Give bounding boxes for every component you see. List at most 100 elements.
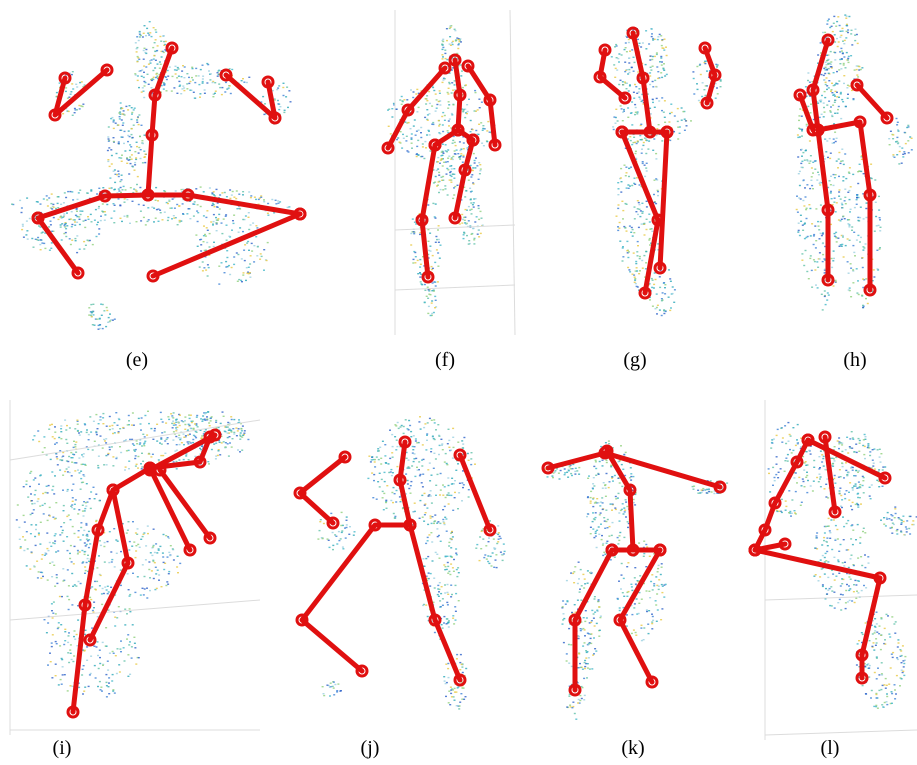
point: [86, 646, 88, 647]
point: [424, 284, 426, 285]
point: [50, 661, 52, 662]
point: [82, 693, 84, 694]
point: [447, 158, 449, 159]
point: [62, 674, 64, 675]
point: [250, 197, 252, 198]
point: [444, 78, 446, 79]
point: [115, 412, 117, 413]
point: [656, 128, 658, 129]
point: [384, 444, 386, 445]
point: [75, 441, 77, 442]
point: [438, 242, 440, 243]
point: [642, 145, 644, 146]
point: [434, 514, 436, 515]
point: [856, 204, 858, 205]
point: [823, 79, 825, 80]
point: [191, 421, 193, 422]
point: [428, 494, 430, 495]
point: [596, 498, 598, 499]
point: [422, 517, 424, 518]
point: [442, 495, 444, 496]
point: [605, 488, 607, 489]
point: [431, 502, 433, 503]
point: [100, 304, 102, 305]
point: [319, 521, 321, 522]
point: [241, 281, 243, 282]
point: [600, 524, 602, 525]
point: [82, 510, 84, 511]
point: [451, 531, 453, 532]
point: [206, 242, 208, 243]
point: [487, 121, 489, 122]
point: [225, 266, 227, 267]
point: [120, 551, 122, 552]
point: [118, 141, 120, 142]
point: [114, 692, 116, 693]
point: [623, 454, 625, 455]
point: [798, 115, 800, 116]
point: [645, 167, 647, 168]
point: [68, 111, 70, 112]
point: [67, 461, 69, 462]
point: [228, 455, 230, 456]
point: [118, 157, 120, 158]
point: [69, 649, 71, 650]
point: [51, 603, 53, 604]
point: [820, 100, 822, 101]
point: [850, 263, 852, 264]
point: [497, 525, 499, 526]
point: [58, 684, 60, 685]
point: [430, 150, 432, 151]
point: [603, 482, 605, 483]
point: [444, 50, 446, 51]
point: [840, 92, 842, 93]
point: [447, 108, 449, 109]
point: [657, 78, 659, 79]
point: [56, 643, 58, 644]
point: [72, 484, 74, 485]
point: [622, 256, 624, 257]
point: [628, 39, 630, 40]
point: [51, 489, 53, 490]
point: [323, 695, 325, 696]
point: [227, 432, 229, 433]
point: [413, 251, 415, 252]
point: [889, 144, 891, 145]
point: [237, 254, 239, 255]
point: [131, 119, 133, 120]
point: [468, 496, 470, 497]
point: [637, 241, 639, 242]
point: [446, 494, 448, 495]
point: [578, 653, 580, 654]
point: [451, 696, 453, 697]
point: [428, 91, 430, 92]
point: [143, 91, 145, 92]
point: [121, 155, 123, 156]
point: [51, 231, 53, 232]
point: [629, 271, 631, 272]
point: [342, 548, 344, 549]
point: [19, 539, 21, 540]
point: [417, 273, 419, 274]
point: [242, 219, 244, 220]
point: [641, 213, 643, 214]
point: [620, 80, 622, 81]
point: [149, 32, 151, 33]
point: [56, 577, 58, 578]
point: [436, 239, 438, 240]
point: [100, 687, 102, 688]
point: [110, 551, 112, 552]
point: [439, 90, 441, 91]
point: [113, 141, 115, 142]
point: [830, 192, 832, 193]
point: [654, 80, 656, 81]
point: [138, 59, 140, 60]
point: [845, 37, 847, 38]
point: [474, 167, 476, 168]
point: [613, 116, 615, 117]
point: [233, 223, 235, 224]
point: [892, 154, 894, 155]
point: [842, 216, 844, 217]
point: [192, 68, 194, 69]
point: [428, 572, 430, 573]
